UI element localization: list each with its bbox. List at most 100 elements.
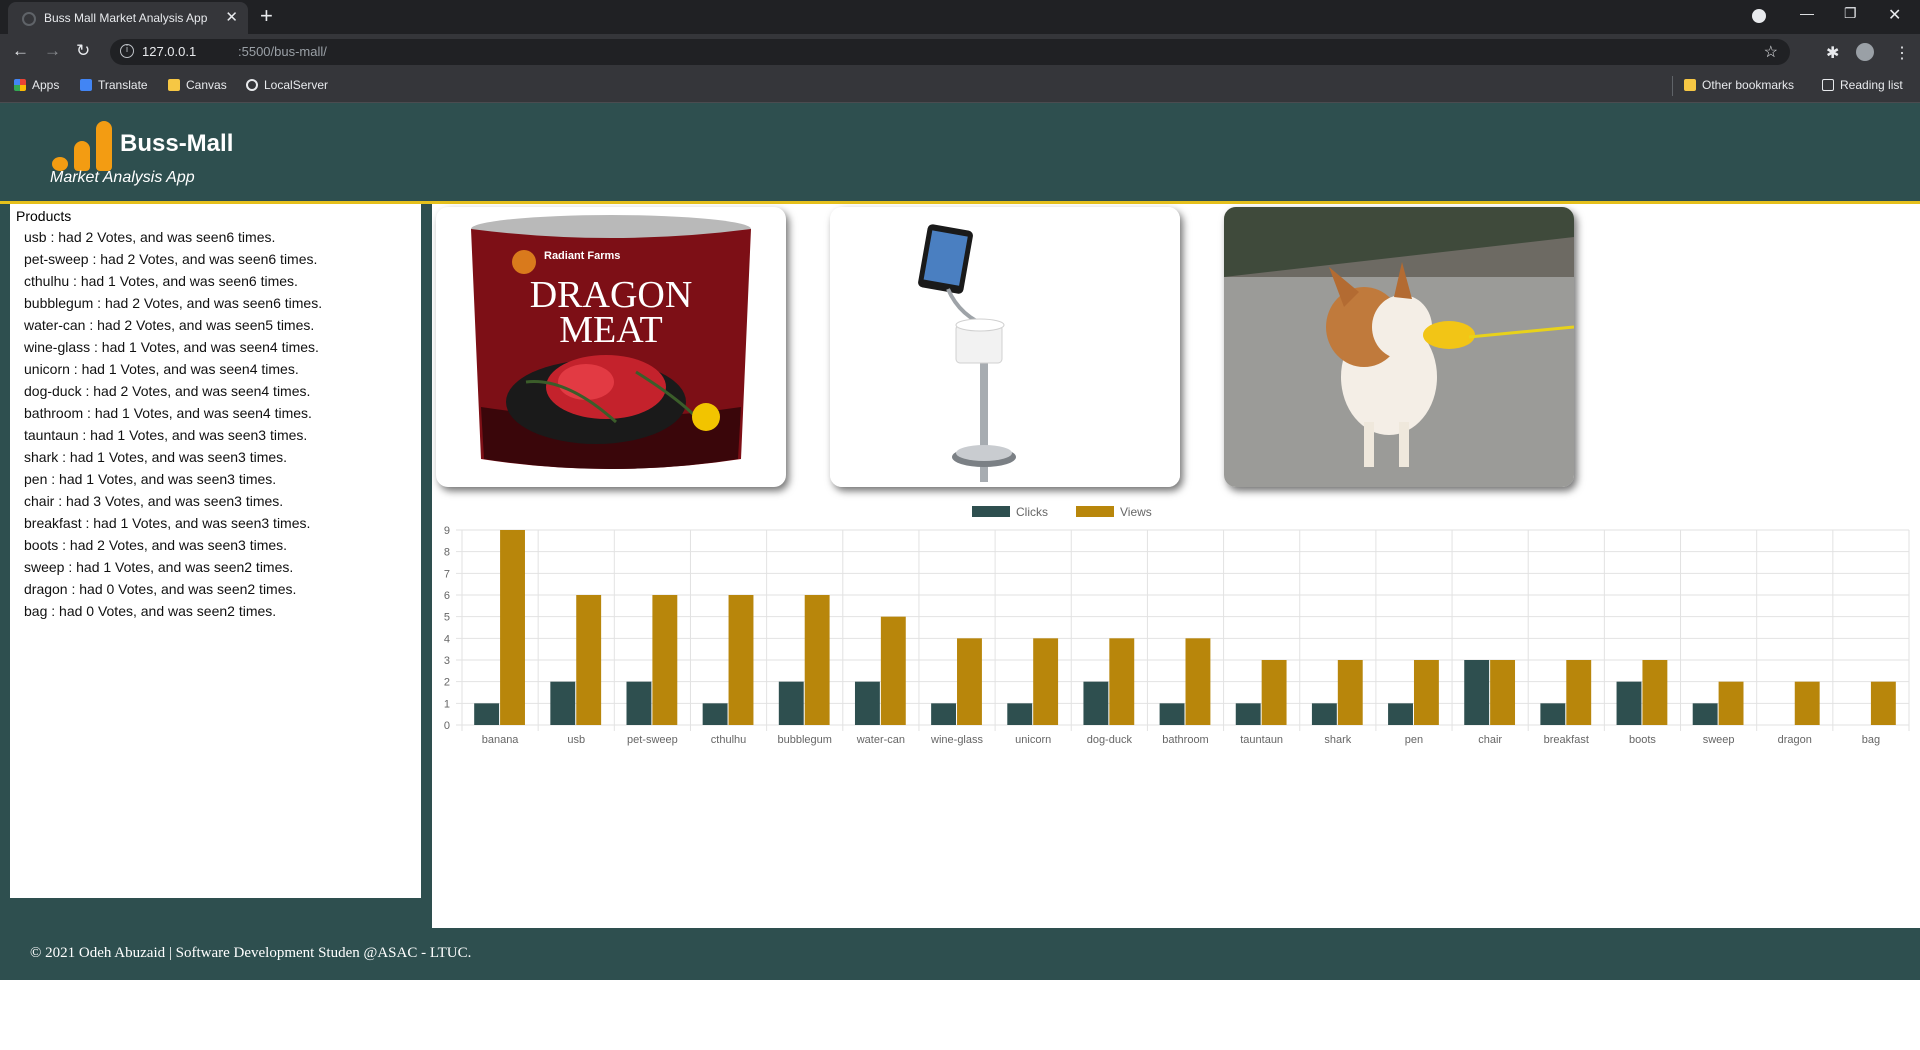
chart-bar-clicks — [474, 703, 500, 725]
x-tick-label: usb — [567, 734, 585, 746]
list-item: unicorn : had 1 Votes, and was seen4 tim… — [24, 361, 299, 377]
x-tick-label: cthulhu — [711, 734, 746, 746]
list-item: bubblegum : had 2 Votes, and was seen6 t… — [24, 295, 323, 311]
chart-bar-clicks — [1388, 703, 1413, 725]
votes-chart: Clicks Views 0 1 2 3 4 5 6 7 8 9 banana usb pet-sweep… — [444, 505, 1910, 746]
list-item: breakfast : had 1 Votes, and was seen3 t… — [24, 515, 311, 531]
product-image-dog-duck[interactable] — [1224, 207, 1574, 487]
bookmark-apps[interactable]: Apps — [14, 78, 59, 92]
legend-label: Views — [1120, 505, 1152, 519]
list-item: pen : had 1 Votes, and was seen3 times. — [24, 471, 277, 487]
y-tick-label: 7 — [444, 568, 450, 580]
product-image-bathroom[interactable] — [830, 207, 1180, 487]
x-tick-label: chair — [1478, 734, 1502, 746]
x-tick-label: dog-duck — [1087, 734, 1133, 746]
bookmark-translate[interactable]: Translate — [80, 78, 148, 92]
forward-icon[interactable]: → — [44, 41, 61, 60]
products-heading: Products — [16, 208, 72, 224]
site-header: Buss-Mall Market Analysis App — [0, 103, 1920, 204]
chart-bar-clicks — [1159, 703, 1185, 725]
y-tick-label: 6 — [444, 590, 450, 602]
chart-bar-views — [500, 530, 525, 725]
site-title: Buss-Mall — [120, 130, 234, 157]
x-tick-label: banana — [482, 734, 520, 746]
x-tick-label: wine-glass — [930, 734, 983, 746]
address-bar-row: ← → ↻ i 127.0.0.1 :5500/bus-mall/ ☆ ✱ ⋮ — [0, 34, 1920, 70]
x-tick-label: breakfast — [1544, 734, 1589, 746]
new-tab-icon[interactable]: + — [260, 3, 273, 28]
close-icon[interactable]: ✕ — [225, 9, 238, 26]
bookmark-label: Other bookmarks — [1702, 78, 1795, 92]
reload-icon[interactable]: ↻ — [76, 41, 91, 60]
x-tick-label: pet-sweep — [627, 734, 678, 746]
chart-bar-views — [1413, 660, 1439, 725]
list-item: shark : had 1 Votes, and was seen3 times… — [24, 449, 288, 465]
chart-bar-clicks — [1540, 703, 1566, 725]
list-item: wine-glass : had 1 Votes, and was seen4 … — [24, 339, 319, 355]
chart-bar-clicks — [931, 703, 957, 725]
y-tick-label: 9 — [444, 525, 450, 537]
chart-bar-views — [1794, 681, 1820, 725]
bookmark-label: Translate — [98, 78, 148, 92]
reading-list-icon — [1822, 79, 1834, 91]
list-item: sweep : had 1 Votes, and was seen2 times… — [24, 559, 294, 575]
chart-bar-clicks — [1692, 703, 1718, 725]
info-icon[interactable]: i — [120, 44, 134, 58]
url-input[interactable]: i 127.0.0.1 :5500/bus-mall/ ☆ — [110, 39, 1790, 65]
chart-bar-views — [804, 595, 830, 725]
chart-bar-views — [880, 616, 906, 725]
star-icon[interactable]: ☆ — [1763, 44, 1778, 61]
bookmark-label: Apps — [32, 78, 60, 92]
bookmark-divider — [1672, 76, 1673, 96]
globe-icon — [246, 79, 258, 91]
chart-bar-views — [1566, 660, 1592, 725]
chart-bar-clicks — [1083, 681, 1109, 725]
chart-bar-clicks — [778, 681, 804, 725]
chart-bar-clicks — [702, 703, 728, 725]
list-item: boots : had 2 Votes, and was seen3 times… — [24, 537, 288, 553]
logo-icon — [52, 117, 118, 171]
list-item: dog-duck : had 2 Votes, and was seen4 ti… — [24, 383, 311, 399]
reading-list[interactable]: Reading list — [1822, 78, 1903, 92]
globe-icon — [22, 12, 36, 26]
chart-bar-clicks — [1311, 703, 1337, 725]
other-bookmarks[interactable]: Other bookmarks — [1684, 78, 1794, 92]
chart-bar-views — [1109, 638, 1135, 725]
chart-bar-views — [1718, 681, 1744, 725]
chart-bar-clicks — [1007, 703, 1033, 725]
list-item: usb : had 2 Votes, and was seen6 times. — [24, 229, 276, 245]
footer-text: © 2021 Odeh Abuzaid | Software Developme… — [30, 945, 472, 961]
browser-tab-bar: Buss Mall Market Analysis App ✕ + — ❐ ✕ — [0, 0, 1920, 34]
minimize-icon[interactable]: — — [1800, 5, 1814, 21]
site-subtitle: Market Analysis App — [50, 169, 195, 186]
list-item: chair : had 3 Votes, and was seen3 times… — [24, 493, 284, 509]
folder-icon — [1684, 79, 1696, 91]
chart-bar-views — [1033, 638, 1059, 725]
profile-icon[interactable] — [1752, 9, 1766, 23]
browser-tab[interactable]: Buss Mall Market Analysis App ✕ — [8, 2, 248, 34]
avatar[interactable] — [1856, 43, 1874, 61]
tab-title: Buss Mall Market Analysis App — [44, 11, 208, 25]
url-host: 127.0.0.1 — [142, 44, 197, 59]
chart-bar-clicks — [550, 681, 576, 725]
close-window-icon[interactable]: ✕ — [1888, 7, 1902, 24]
x-tick-label: bag — [1862, 734, 1880, 746]
list-item: bathroom : had 1 Votes, and was seen4 ti… — [24, 405, 312, 421]
y-tick-label: 0 — [444, 720, 450, 732]
list-item: tauntaun : had 1 Votes, and was seen3 ti… — [24, 427, 308, 443]
more-icon[interactable]: ⋮ — [1894, 45, 1910, 62]
x-tick-label: boots — [1629, 734, 1656, 746]
list-item: bag : had 0 Votes, and was seen2 times. — [24, 603, 277, 619]
chart-bar-views — [957, 638, 982, 725]
product-image-dragon[interactable]: Radiant Farms DRAGON MEAT — [436, 207, 786, 487]
back-icon[interactable]: ← — [12, 41, 29, 60]
can-title-line2: MEAT — [559, 309, 662, 351]
chart-bar-views — [1490, 660, 1516, 725]
bookmark-canvas[interactable]: Canvas — [168, 78, 227, 92]
x-tick-label: tauntaun — [1240, 734, 1283, 746]
puzzle-icon[interactable]: ✱ — [1826, 45, 1840, 62]
restore-icon[interactable]: ❐ — [1844, 5, 1857, 21]
bookmark-localserver[interactable]: LocalServer — [246, 78, 328, 92]
x-tick-label: bubblegum — [777, 734, 831, 746]
y-tick-label: 4 — [444, 633, 450, 645]
